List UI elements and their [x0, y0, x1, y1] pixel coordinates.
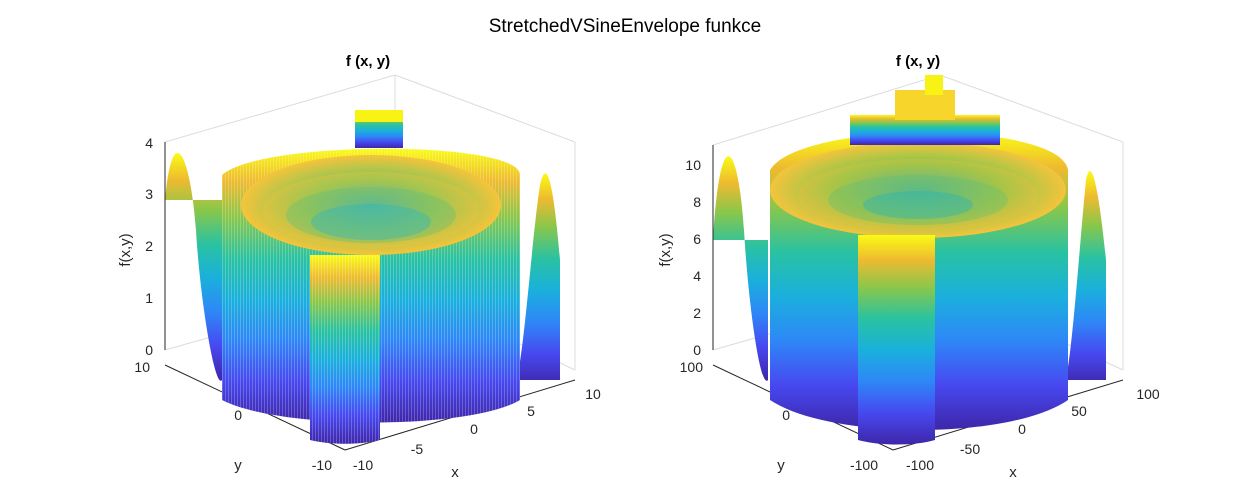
surface-right — [713, 75, 1106, 445]
z-tick-label: 8 — [693, 194, 701, 210]
x-axis-left: -10 -5 0 5 10 — [353, 386, 601, 473]
z-axis-left: 0 1 2 3 4 — [145, 135, 166, 358]
x-tick-label: -5 — [411, 441, 424, 457]
axes-left: 0 1 2 3 4 10 0 -10 -10 -5 0 5 10 f (x, y… — [117, 53, 601, 481]
y-tick-label: 0 — [234, 407, 242, 423]
z-tick-label: 2 — [145, 238, 153, 254]
x-axis-label: x — [1009, 464, 1017, 481]
x-tick-label: 0 — [470, 421, 478, 437]
y-axis-label: y — [777, 457, 785, 474]
x-axis-label: x — [451, 464, 459, 481]
z-tick-label: 0 — [693, 342, 701, 358]
x-axis-right: -100 -50 0 50 100 — [906, 386, 1160, 473]
x-tick-label: 0 — [1018, 421, 1026, 437]
z-tick-label: 3 — [145, 186, 153, 202]
y-axis-left: 10 0 -10 — [134, 359, 332, 473]
y-axis-right: 100 0 -100 — [680, 359, 879, 473]
x-tick-label: 10 — [585, 386, 601, 402]
z-tick-label: 0 — [145, 342, 153, 358]
y-tick-label: 100 — [680, 359, 704, 375]
z-axis-right: 0 2 4 6 8 10 — [685, 145, 714, 358]
y-tick-label: -10 — [312, 457, 332, 473]
x-tick-label: -10 — [353, 457, 373, 473]
z-tick-label: 10 — [685, 157, 701, 173]
surface-left — [165, 110, 560, 444]
axes-title: f (x, y) — [346, 53, 390, 70]
axes-right: 0 2 4 6 8 10 100 0 -100 -100 -50 0 50 10… — [657, 53, 1160, 481]
z-tick-label: 1 — [145, 290, 153, 306]
x-tick-label: 50 — [1071, 403, 1087, 419]
y-tick-label: 10 — [134, 359, 150, 375]
x-tick-label: -100 — [906, 457, 934, 473]
z-tick-label: 4 — [145, 135, 153, 151]
x-tick-label: 100 — [1136, 386, 1160, 402]
figure-title: StretchedVSineEnvelope funkce — [489, 16, 762, 37]
axes-title: f (x, y) — [896, 53, 940, 70]
z-tick-label: 6 — [693, 231, 701, 247]
z-axis-label: f(x,y) — [117, 233, 134, 266]
x-tick-label: -50 — [960, 441, 980, 457]
y-tick-label: -100 — [850, 457, 878, 473]
z-axis-label: f(x,y) — [657, 233, 674, 266]
y-tick-label: 0 — [782, 407, 790, 423]
z-tick-label: 2 — [693, 305, 701, 321]
z-tick-label: 4 — [693, 268, 701, 284]
x-tick-label: 5 — [527, 403, 535, 419]
y-axis-label: y — [234, 457, 242, 474]
